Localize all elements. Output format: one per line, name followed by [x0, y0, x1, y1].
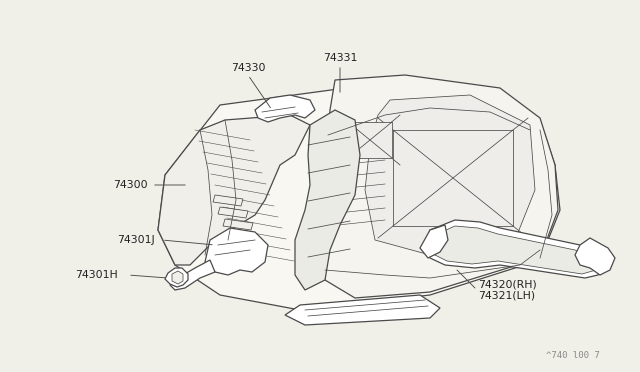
Polygon shape	[425, 220, 605, 278]
Text: 74320(RH)
74321(LH): 74320(RH) 74321(LH)	[478, 279, 537, 301]
Polygon shape	[170, 260, 215, 290]
Text: 74301H: 74301H	[76, 270, 118, 280]
Text: 74300: 74300	[113, 180, 148, 190]
Polygon shape	[255, 95, 315, 122]
Polygon shape	[223, 219, 253, 230]
Circle shape	[589, 260, 591, 263]
Polygon shape	[295, 110, 360, 290]
Polygon shape	[393, 130, 513, 226]
Polygon shape	[420, 225, 448, 258]
Circle shape	[554, 257, 557, 260]
Circle shape	[365, 178, 369, 182]
Polygon shape	[320, 75, 558, 298]
Polygon shape	[205, 228, 268, 275]
Polygon shape	[158, 80, 560, 310]
Text: 74301J: 74301J	[117, 235, 155, 245]
Circle shape	[528, 213, 532, 217]
Text: 74330: 74330	[231, 63, 265, 73]
Polygon shape	[348, 122, 392, 158]
Polygon shape	[365, 95, 535, 255]
Polygon shape	[285, 295, 440, 325]
Circle shape	[388, 103, 392, 107]
Polygon shape	[165, 268, 188, 287]
Polygon shape	[158, 115, 310, 265]
Circle shape	[468, 96, 472, 100]
Circle shape	[523, 128, 527, 132]
Text: 74331: 74331	[323, 53, 357, 63]
Circle shape	[474, 248, 477, 251]
Polygon shape	[172, 271, 183, 284]
Polygon shape	[575, 238, 615, 275]
Polygon shape	[428, 226, 596, 274]
Circle shape	[433, 250, 437, 254]
Text: ^740 l00 7: ^740 l00 7	[547, 351, 600, 360]
Polygon shape	[213, 195, 243, 206]
Circle shape	[458, 234, 461, 237]
Circle shape	[499, 253, 502, 257]
Circle shape	[373, 246, 377, 250]
Polygon shape	[218, 207, 248, 218]
